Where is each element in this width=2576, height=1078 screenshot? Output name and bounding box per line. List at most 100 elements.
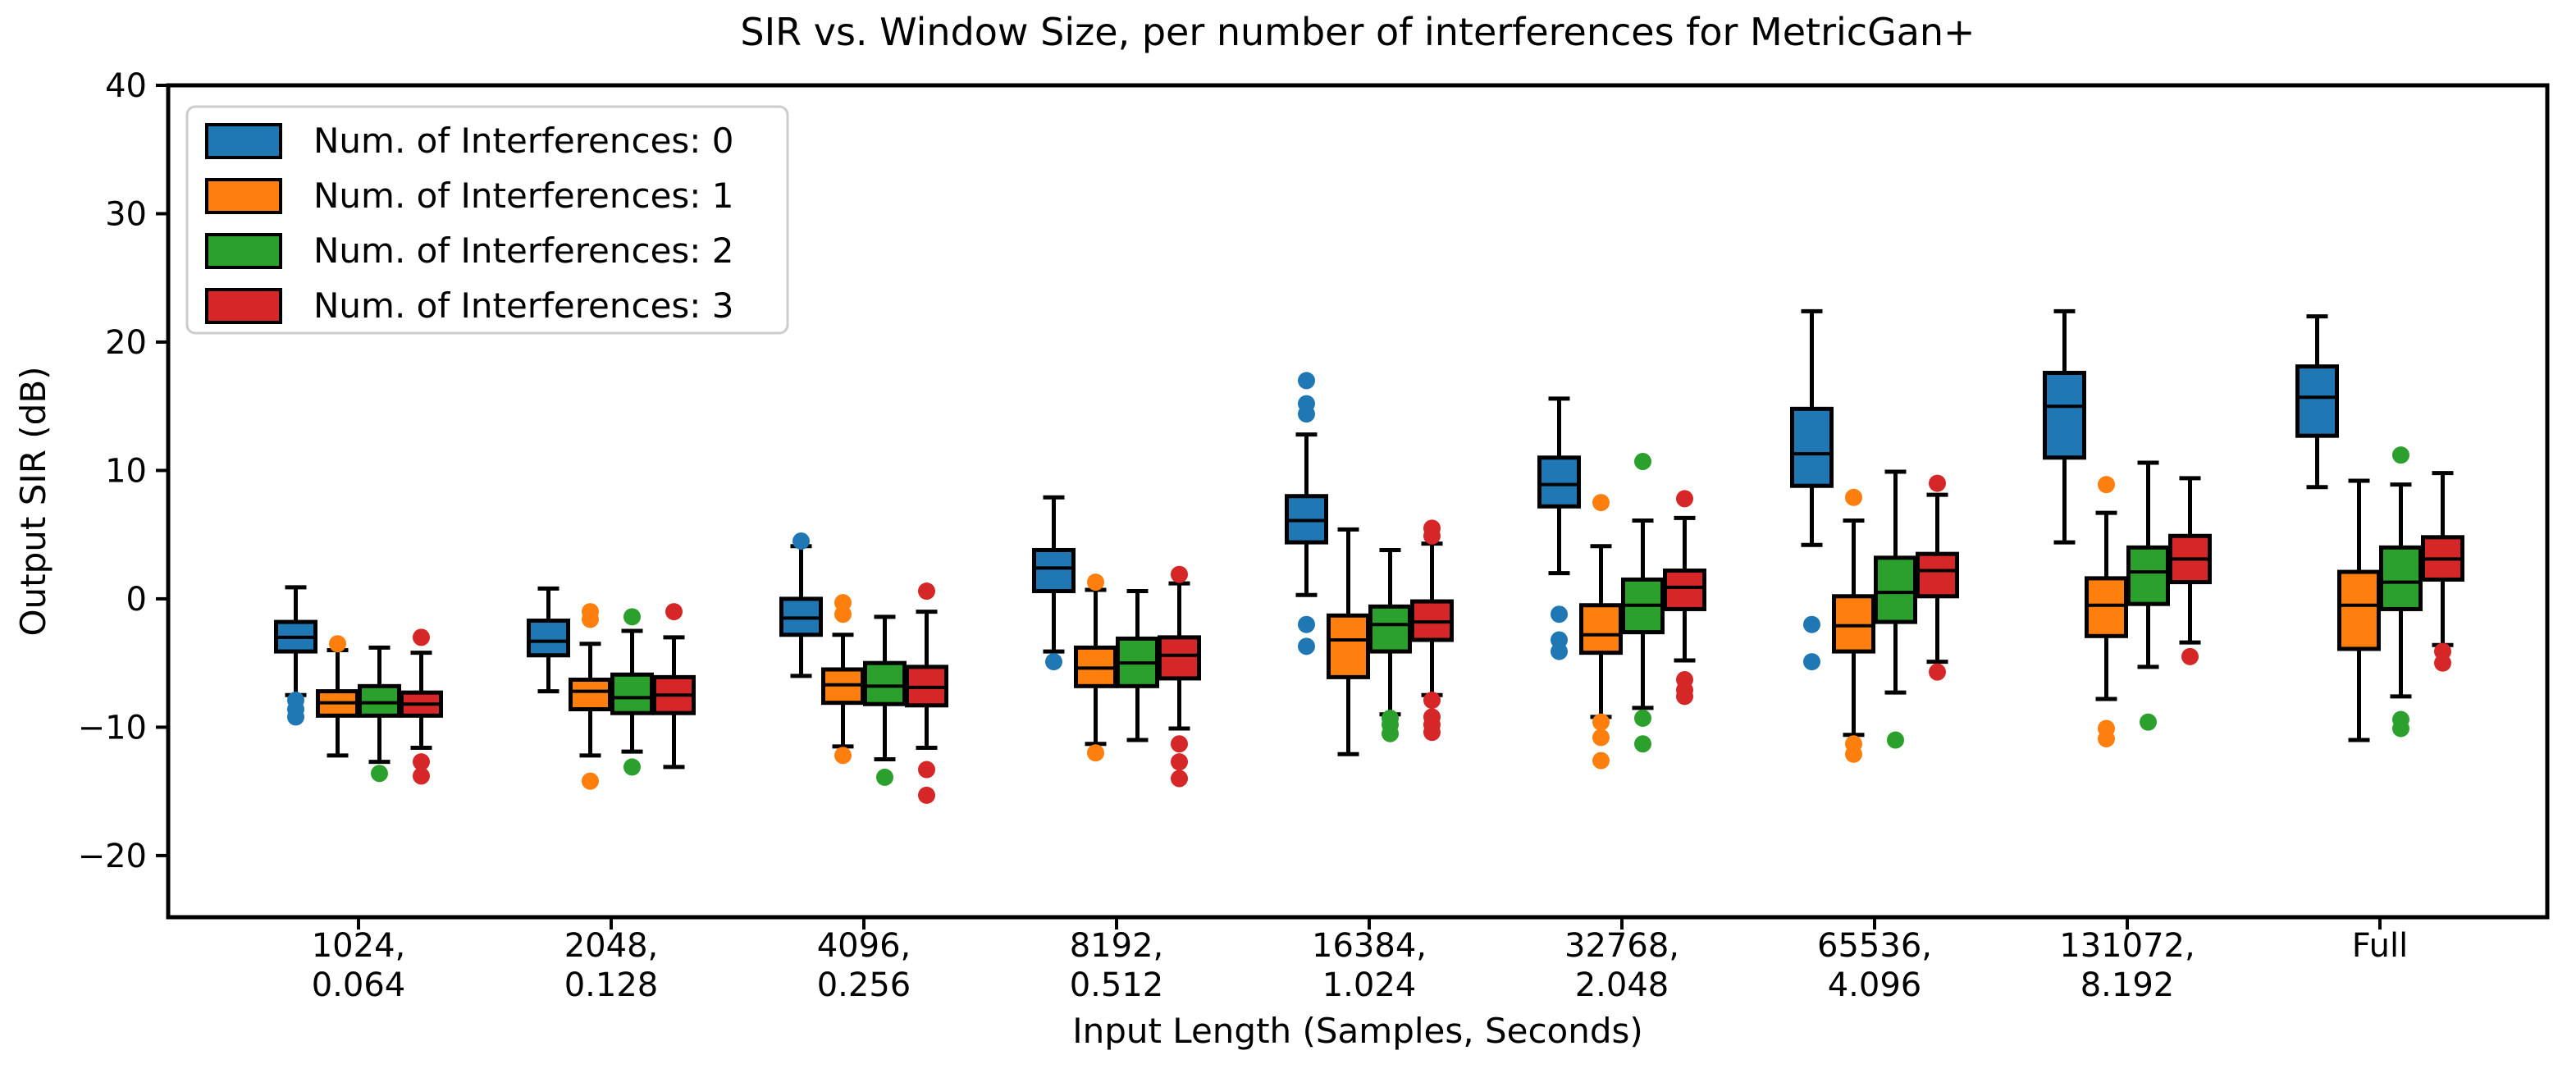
x-tick-label: 16384,	[1312, 927, 1427, 965]
x-tick-label: 1024,	[312, 927, 406, 965]
y-axis-label: Output SIR (dB)	[13, 366, 53, 637]
box-s1-g6	[1832, 594, 1875, 654]
outlier-s1-g3	[1087, 744, 1104, 762]
outlier-s1-g7	[2098, 476, 2115, 494]
x-tick-label: 1.024	[1322, 966, 1417, 1004]
y-tick-label: 0	[126, 581, 147, 619]
x-tick-label: 0.256	[817, 966, 911, 1004]
outlier-s3-g0	[413, 767, 430, 785]
outlier-s1-g2	[834, 747, 852, 765]
outlier-s1-g3	[1087, 573, 1104, 592]
legend-label-3: Num. of Interferences: 3	[313, 285, 734, 326]
outlier-s3-g2	[918, 582, 935, 601]
outlier-s0-g5	[1551, 605, 1568, 624]
outlier-s2-g1	[623, 608, 641, 626]
outlier-s3-g5	[1676, 490, 1693, 508]
outlier-s3-g0	[413, 753, 430, 771]
outlier-s0-g0	[287, 708, 304, 726]
box-s1-g1	[569, 678, 612, 712]
outlier-s3-g2	[918, 761, 935, 779]
box-s1-g5	[1579, 603, 1623, 655]
x-tick-label: 0.128	[564, 966, 659, 1004]
x-tick-label: Full	[2352, 927, 2408, 965]
outlier-s1-g6	[1845, 745, 1862, 763]
x-axis-label: Input Length (Samples, Seconds)	[1072, 1011, 1643, 1051]
outlier-s3-g6	[1929, 663, 1946, 681]
x-tick-label: 8192,	[1070, 927, 1164, 965]
outlier-s0-g4	[1298, 372, 1315, 390]
outlier-s3-g5	[1676, 687, 1693, 706]
outlier-s0-g3	[1045, 653, 1062, 671]
x-tick-label: 0.512	[1070, 966, 1164, 1004]
outlier-s2-g0	[371, 765, 388, 783]
box-s2-g4	[1368, 604, 1412, 654]
box-s1-g8	[2337, 569, 2381, 651]
box-s0-g8	[2295, 364, 2339, 438]
outlier-s1-g1	[582, 610, 599, 628]
box-s3-g5	[1663, 569, 1706, 611]
x-tick-label: 4096,	[817, 927, 911, 965]
x-tick-label: 2.048	[1575, 966, 1669, 1004]
outlier-s3-g4	[1423, 527, 1441, 545]
outlier-s0-g5	[1551, 642, 1568, 660]
outlier-s3-g8	[2434, 654, 2451, 672]
legend-label-0: Num. of Interferences: 0	[313, 121, 734, 161]
y-tick-label: 20	[105, 324, 147, 362]
outlier-s0-g2	[792, 532, 810, 550]
outlier-s2-g5	[1634, 452, 1651, 470]
outlier-s1-g7	[2098, 729, 2115, 747]
outlier-s3-g3	[1171, 753, 1188, 771]
outlier-s1-g5	[1592, 729, 1610, 747]
outlier-s2-g7	[2140, 713, 2157, 731]
y-tick-label: 40	[105, 67, 147, 105]
legend-swatch-3	[205, 288, 282, 324]
outlier-s2-g5	[1634, 735, 1651, 753]
outlier-s2-g5	[1634, 709, 1651, 727]
outlier-s1-g5	[1592, 494, 1610, 512]
x-tick-label: 2048,	[564, 927, 659, 965]
outlier-s2-g2	[876, 768, 893, 786]
legend-label-2: Num. of Interferences: 2	[313, 231, 734, 271]
box-s2-g7	[2126, 545, 2170, 606]
legend-swatch-2	[205, 233, 282, 269]
x-tick-label: 131072,	[2059, 927, 2195, 965]
box-s3-g6	[1916, 551, 1959, 599]
box-s1-g4	[1327, 613, 1370, 679]
outlier-s3-g3	[1171, 770, 1188, 788]
x-tick-label: 4.096	[1828, 966, 1922, 1004]
outlier-s1-g2	[834, 605, 852, 624]
outlier-s3-g0	[413, 628, 430, 646]
outlier-s2-g8	[2392, 719, 2409, 738]
outlier-s3-g1	[665, 603, 683, 621]
outlier-s0-g4	[1298, 615, 1315, 633]
box-s0-g7	[2043, 371, 2086, 460]
outlier-s0-g6	[1803, 615, 1820, 633]
legend-label-1: Num. of Interferences: 1	[313, 176, 734, 216]
box-s2-g1	[610, 672, 654, 715]
outlier-s3-g2	[918, 786, 935, 804]
legend-swatch-1	[205, 178, 282, 214]
outlier-s1-g6	[1845, 488, 1862, 506]
outlier-s3-g3	[1171, 565, 1188, 583]
x-tick-label: 0.064	[312, 966, 406, 1004]
box-s2-g8	[2379, 545, 2423, 611]
outlier-s2-g8	[2392, 446, 2409, 464]
legend-swatch-0	[205, 123, 282, 159]
outlier-s3-g4	[1423, 724, 1441, 742]
outlier-s2-g4	[1382, 724, 1399, 742]
outlier-s3-g7	[2181, 647, 2199, 665]
y-tick-label: 10	[105, 452, 147, 490]
outlier-s3-g6	[1929, 474, 1946, 492]
y-tick-label: −10	[78, 709, 147, 747]
plot-border	[166, 83, 2550, 920]
box-s2-g2	[863, 660, 907, 706]
box-s3-g3	[1158, 635, 1201, 681]
outlier-s0-g4	[1298, 637, 1315, 655]
box-s0-g6	[1790, 406, 1834, 488]
x-tick-label: 32768,	[1564, 927, 1679, 965]
legend-box	[185, 105, 789, 335]
outlier-s2-g6	[1887, 731, 1904, 749]
box-s0-g3	[1032, 547, 1076, 594]
